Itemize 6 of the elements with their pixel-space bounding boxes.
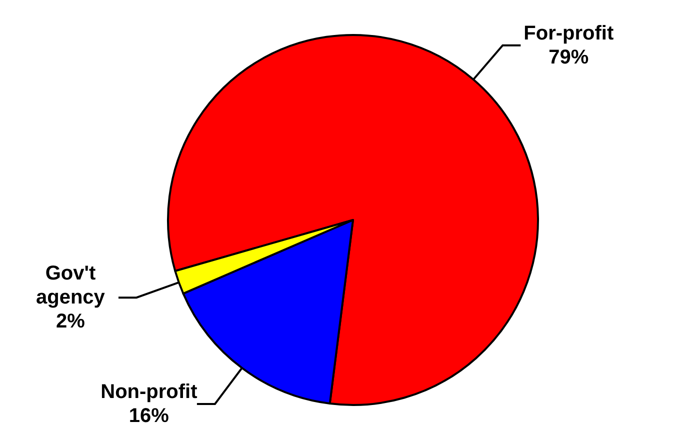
slice-label: Non-profit — [100, 380, 198, 403]
data-label: 2% — [56, 310, 86, 333]
data-label: 79% — [548, 46, 589, 68]
slice-label: Gov't agency — [36, 262, 106, 309]
data-label: 16% — [128, 404, 170, 427]
slice-label: For-profit — [524, 22, 614, 44]
